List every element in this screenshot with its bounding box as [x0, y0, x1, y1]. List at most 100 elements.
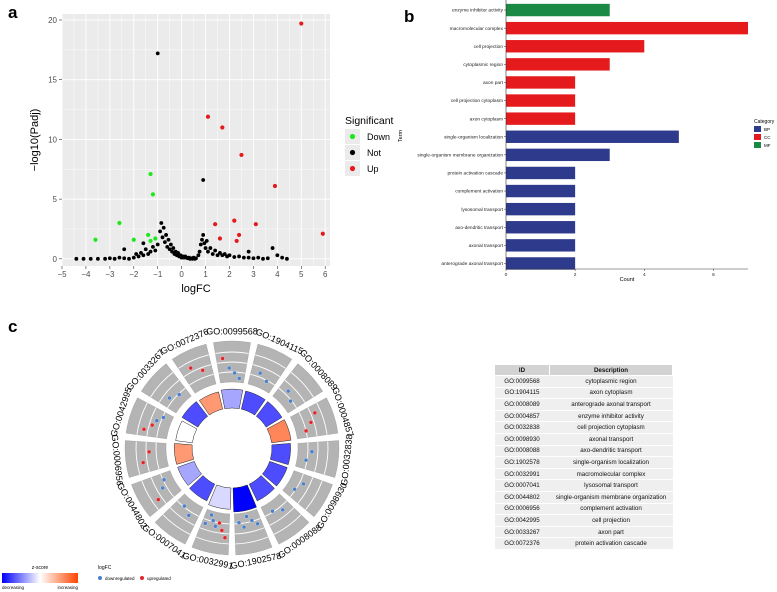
zscore-legend-title: z-score: [32, 565, 49, 571]
sector-gridline: [199, 527, 230, 535]
point-not: [107, 256, 112, 261]
table-cell-id: GO:0044802: [494, 491, 550, 504]
legend-dot-up: [349, 165, 356, 172]
sector-gridline: [155, 442, 160, 470]
upregulated-gene-point: [200, 368, 205, 373]
table-cell-description: axo-dendritic transport: [549, 445, 673, 458]
point-up: [299, 21, 304, 26]
zscore-bar: [181, 401, 209, 428]
term-label: axonal transport: [469, 243, 504, 249]
term-id-label: GO:0032838: [339, 434, 354, 486]
sector-gridline: [252, 364, 281, 378]
point-not: [141, 253, 146, 258]
upregulated-gene-point: [146, 449, 152, 455]
point-not: [139, 250, 143, 255]
zscore-bar: [266, 419, 292, 444]
point-not: [241, 255, 246, 260]
table-cell-id: GO:0032991: [494, 468, 550, 481]
go-bar-bars: [506, 3, 748, 270]
term-sector: [171, 343, 217, 394]
table-row: GO:0032838 cell projection cytoplasm: [494, 421, 673, 434]
x-tick-label: −3: [105, 270, 115, 279]
bar: [506, 3, 610, 17]
table-cell-id: GO:0042995: [494, 514, 550, 527]
point-down: [148, 238, 153, 244]
downregulated-gene-point: [286, 388, 291, 394]
upregulated-gene-point: [312, 410, 317, 415]
upregulated-gene-point: [308, 420, 314, 425]
zscore-bar: [255, 401, 283, 428]
table-cell-description: axonal transport: [549, 433, 673, 446]
term-label: axon cytoplasm: [470, 116, 503, 122]
go-circle-legend: z-score decreasing increasing logFC down…: [2, 565, 171, 590]
volcano-plot: −5 −4 −3 −2 −1 0 1 2 3 4 5 6 0 5 10 15 20 logFC −log10(…: [29, 14, 394, 295]
point-not: [200, 237, 204, 242]
term-id-label: GO:0099568: [206, 326, 258, 336]
table-cell-id: GO:0072376: [494, 537, 550, 550]
point-not: [122, 256, 127, 261]
go-bar-y-axis-label: Term: [398, 129, 404, 142]
table-cell-description: macromolecular complex: [549, 468, 673, 481]
table-cell-description: axon part: [549, 526, 673, 539]
sector-gridline: [136, 402, 148, 435]
zscore-bar: [198, 391, 223, 416]
sector-gridline: [323, 441, 329, 475]
sector-gridline: [218, 371, 246, 374]
table-cell-id: GO:0004857: [494, 410, 550, 423]
term-sector: [154, 493, 204, 545]
point-not: [261, 256, 265, 261]
point-not: [74, 256, 79, 261]
sector-gridline: [235, 536, 269, 545]
term-label: anterograde axonal transport: [441, 261, 503, 267]
downregulated-gene-point: [309, 449, 315, 454]
term-label: macromolecular complex: [450, 26, 504, 32]
term-label: single-organism membrane organization: [417, 152, 503, 158]
go-bar-chart: enzyme inhibitor activity macromolecular …: [398, 0, 775, 283]
y-tick-label: 20: [48, 16, 57, 25]
go-term-table: ID Description GO:0099568 cytoplasmic reg…: [494, 364, 673, 550]
sector-gridline: [234, 518, 261, 525]
point-not: [136, 254, 141, 259]
sector-gridline: [145, 441, 150, 472]
point-not: [227, 253, 232, 258]
sector-gridline: [203, 518, 230, 525]
sector-gridline: [265, 500, 287, 517]
downregulated-gene-point: [211, 518, 216, 523]
term-sector: [260, 493, 310, 545]
bar: [506, 112, 576, 125]
sector-gridline: [178, 354, 209, 369]
go-bar-x-axis-label: Count: [620, 277, 635, 283]
downregulated-gene-point: [236, 520, 242, 525]
term-sector: [282, 470, 333, 517]
sector-gridline: [307, 407, 318, 437]
legend-dot-down: [349, 133, 356, 140]
point-not: [232, 255, 237, 259]
point-not: [270, 246, 275, 250]
point-not: [198, 242, 203, 247]
x-tick-label: −2: [129, 270, 139, 279]
point-not: [222, 252, 227, 256]
sector-gridline: [169, 507, 195, 526]
table-cell-description: enzyme inhibitor activity: [549, 410, 673, 423]
table-cell-id: GO:0006956: [494, 503, 550, 516]
sector-gridline: [216, 361, 248, 364]
point-down: [93, 237, 98, 242]
x-tick-label: 3: [251, 270, 256, 279]
bar: [506, 21, 748, 35]
zscore-bar: [175, 420, 198, 444]
upregulated-gene-point: [156, 497, 161, 502]
term-label: cell projection cytoplasm: [451, 98, 503, 104]
point-not: [256, 255, 261, 260]
table-cell-description: cytoplasmic region: [549, 375, 673, 388]
point-not: [280, 255, 285, 260]
table-header-description: Description: [549, 364, 673, 376]
point-not: [201, 233, 206, 237]
table-row: GO:0072376 protein activation cascade: [494, 537, 673, 550]
table-cell-description: axon cytoplasm: [549, 387, 673, 400]
table-row: GO:0006956 complement activation: [494, 503, 673, 516]
term-label: lysosomal transport: [461, 207, 503, 213]
downregulated-gene-point: [241, 524, 247, 530]
legend-swatch-bp: [754, 126, 761, 132]
sector-gridline: [162, 514, 191, 535]
point-down: [150, 192, 156, 197]
